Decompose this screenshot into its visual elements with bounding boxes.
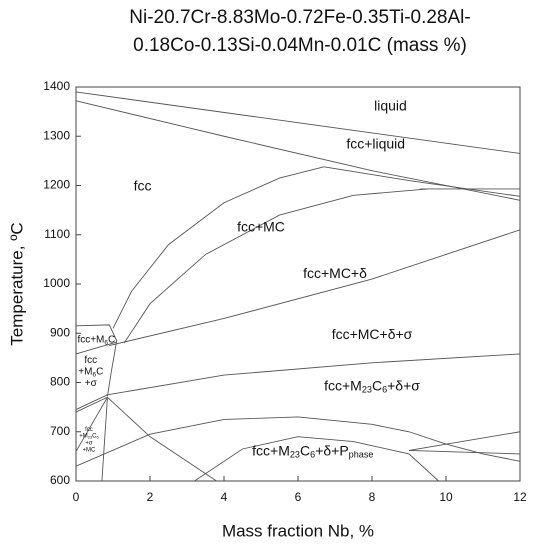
region-label-part: fcc+MC+δ+σ [332, 326, 413, 342]
region-label-part: fcc+M [252, 442, 290, 458]
x-tick-label: 0 [73, 490, 80, 504]
region-label: fcc+liquid [346, 135, 405, 151]
region-label-part: 6 [104, 339, 108, 346]
region-label-part: +δ+P [315, 442, 348, 458]
region-label-part: fcc [85, 426, 93, 432]
region-label: +σ [85, 440, 93, 446]
y-tick-label: 1300 [43, 128, 70, 142]
phase-boundary [107, 396, 217, 482]
phase-boundary [323, 166, 521, 197]
region-label-part: +δ+σ [387, 377, 420, 393]
y-tick-label: 600 [50, 473, 70, 487]
region-label-part: fcc+MC+δ [303, 265, 367, 281]
region-label-part: +σ [85, 440, 93, 446]
region-label-part: 6 [382, 385, 387, 395]
region-label: fcc [85, 426, 93, 432]
y-tick-label: 1400 [43, 79, 70, 93]
y-tick-label: 800 [50, 375, 70, 389]
region-label-part: +σ [85, 378, 98, 389]
phase-boundary [101, 397, 108, 482]
region-label: fcc [134, 177, 152, 193]
y-tick-label: 1200 [43, 178, 70, 192]
region-label-part: fcc [84, 355, 97, 366]
chart-title: 0.18Co-0.13Si-0.04Mn-0.01C (mass %) [133, 35, 467, 56]
phase-boundary [75, 91, 521, 154]
phase-boundary [75, 324, 118, 397]
region-label-part: phase [349, 450, 374, 460]
region-label-part: 6 [310, 450, 315, 460]
region-label-part: fcc+M [77, 334, 104, 345]
region-label: fcc+MC+δ [303, 265, 367, 281]
region-label: +M23C6 [79, 433, 98, 439]
y-axis-label: Temperature, ºC [7, 222, 26, 345]
x-tick-label: 8 [369, 490, 376, 504]
region-label-part: +M [79, 433, 88, 439]
phase-boundary [75, 396, 108, 413]
region-label-part: 6 [96, 435, 98, 440]
region-label-part: C [108, 334, 115, 345]
region-label: fcc+M23C6+δ+Pphase [252, 442, 373, 460]
region-label: liquid [374, 97, 407, 113]
region-label-part: fcc [134, 177, 152, 193]
phase-boundary [107, 353, 521, 396]
region-label-part: liquid [374, 97, 407, 113]
region-label: fcc+MC [237, 218, 285, 234]
phase-boundary [408, 450, 521, 455]
region-label-part: fcc+M [324, 377, 362, 393]
region-label: fcc+MC+δ+σ [332, 326, 413, 342]
phase-boundary [75, 394, 108, 410]
x-tick-label: 10 [439, 490, 453, 504]
region-label-part: +M [78, 366, 92, 377]
phase-boundary [75, 397, 108, 452]
y-tick-label: 700 [50, 424, 70, 438]
phase-boundary [75, 416, 521, 467]
y-tick-label: 1100 [44, 227, 70, 241]
region-label: fcc+M6C [77, 334, 115, 346]
y-tick-label: 1000 [43, 276, 70, 290]
plot-frame [75, 86, 521, 482]
region-label: fcc [84, 355, 97, 366]
phase-boundary [408, 431, 521, 451]
phase-boundary [194, 436, 439, 482]
x-tick-label: 12 [513, 490, 527, 504]
x-tick-label: 2 [147, 490, 154, 504]
region-label-part: C [372, 377, 382, 393]
region-label: fcc+M23C6+δ+σ [324, 377, 420, 395]
region-label-part: 23 [290, 450, 300, 460]
region-label-part: +MC [83, 447, 97, 453]
region-label-part: 6 [92, 371, 96, 378]
region-label: +σ [85, 378, 98, 389]
region-label-part: fcc+MC [237, 218, 285, 234]
region-label-part: C [96, 366, 103, 377]
region-label: +MC [83, 447, 97, 453]
phase-boundary [109, 229, 521, 347]
region-label-part: 23 [362, 385, 372, 395]
region-label: +M6C [78, 366, 103, 378]
region-label-part: C [300, 442, 310, 458]
x-tick-label: 6 [295, 490, 302, 504]
region-label-part: 23 [88, 435, 92, 440]
y-tick-label: 900 [50, 325, 70, 339]
x-tick-label: 4 [221, 490, 228, 504]
region-label-part: C [92, 433, 97, 439]
chart-title: Ni-20.7Cr-8.83Mo-0.72Fe-0.35Ti-0.28Al- [129, 7, 470, 28]
region-label-part: fcc+liquid [346, 135, 405, 151]
phase-boundary [112, 166, 325, 329]
x-axis-label: Mass fraction Nb, % [222, 521, 374, 540]
phase-boundary [75, 341, 117, 355]
phase-boundary [123, 188, 428, 344]
